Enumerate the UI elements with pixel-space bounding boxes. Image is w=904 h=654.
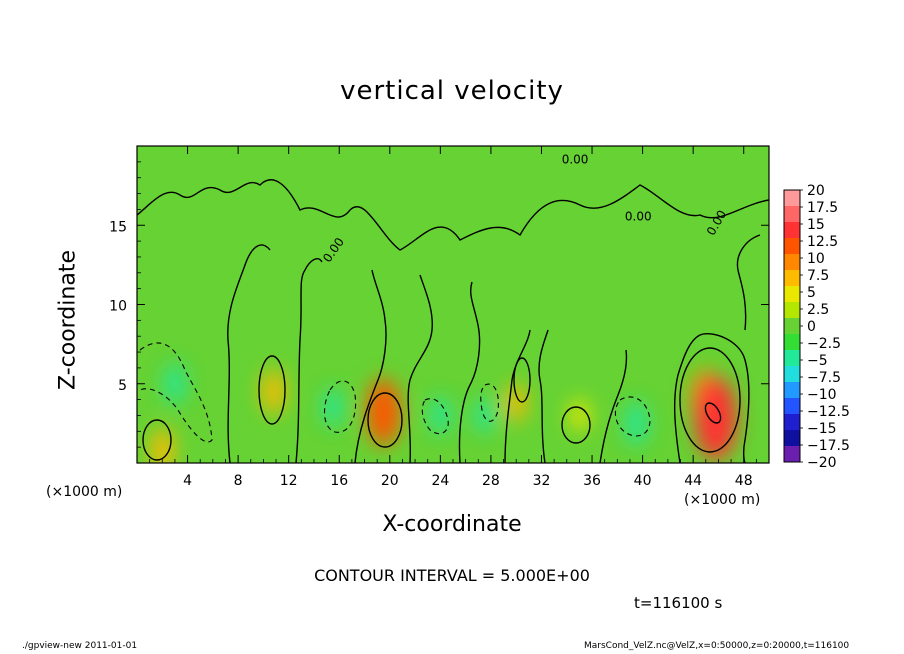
neg-contour-1 bbox=[139, 342, 213, 443]
x-tick-label-48: 48 bbox=[735, 473, 753, 489]
x-tick-label-20: 20 bbox=[381, 473, 399, 489]
zero-contour-plume-2 bbox=[295, 258, 323, 463]
colorbar: 2017.51512.5107.552.50−2.5−5−7.5−10−12.5… bbox=[783, 183, 850, 471]
x-tick-label-40: 40 bbox=[634, 473, 652, 489]
zero-contour-plume-3 bbox=[354, 269, 387, 463]
plot-area: 0.000.00 0.000.00 4 8 12 16 20 24 28 32 36 40 44 48 … bbox=[109, 145, 770, 489]
plot-background bbox=[137, 146, 769, 463]
x-unit-label-left: (×1000 m) bbox=[46, 484, 123, 500]
field-feature-6 bbox=[695, 377, 737, 461]
colorbar-swatch-16 bbox=[784, 430, 800, 447]
y-tick-label-5: 5 bbox=[118, 378, 127, 394]
colorbar-label-3: 15 bbox=[807, 217, 825, 233]
field-feature-9 bbox=[322, 388, 343, 427]
footer-right-text: MarsCond_VelZ.nc@VelZ,x=0:50000,z=0:2000… bbox=[584, 641, 850, 651]
neg-contour-5 bbox=[614, 396, 651, 437]
field-feature-11 bbox=[474, 397, 495, 434]
contour-loop-6 bbox=[704, 402, 722, 424]
colorbar-label-7: 5 bbox=[807, 285, 816, 301]
colorbar-label-12: −7.5 bbox=[807, 370, 841, 386]
contour-loop-2 bbox=[367, 392, 403, 448]
colorbar-swatch-9 bbox=[784, 318, 800, 335]
colorbar-swatch-13 bbox=[784, 382, 800, 399]
zero-contour-plume-4 bbox=[407, 274, 433, 463]
colorbar-label-6: 7.5 bbox=[807, 268, 829, 284]
colorbar-label-2: 17.5 bbox=[807, 200, 838, 216]
neg-contour-4 bbox=[480, 383, 499, 422]
colorbar-label-5: 10 bbox=[807, 251, 825, 267]
field-feature-4 bbox=[569, 399, 590, 432]
colorbar-swatch-1 bbox=[784, 190, 800, 207]
time-label: t=116100 s bbox=[634, 594, 723, 612]
zero-contour-plume-1 bbox=[227, 244, 271, 463]
colorbar-swatch-14 bbox=[784, 398, 800, 415]
footer-left-text: ./gpview-new 2011-01-01 bbox=[22, 641, 138, 651]
colorbar-label-1: 20 bbox=[807, 183, 825, 199]
x-tick-label-8: 8 bbox=[234, 473, 243, 489]
x-unit-label-right: (×1000 m) bbox=[684, 492, 761, 508]
contour-interval-text: CONTOUR INTERVAL = 5.000E+00 bbox=[314, 566, 590, 585]
contour-loop-1 bbox=[258, 355, 286, 425]
zero-contour-upper bbox=[137, 179, 769, 251]
colorbar-swatch-2 bbox=[784, 206, 800, 223]
colorbar-label-16: −17.5 bbox=[807, 438, 850, 454]
x-tick-label-32: 32 bbox=[533, 473, 551, 489]
colorbar-label-11: −5 bbox=[807, 353, 828, 369]
x-axis-label: X-coordinate bbox=[382, 512, 522, 537]
colorbar-label-13: −10 bbox=[807, 387, 837, 403]
y-tick-label-10: 10 bbox=[109, 299, 127, 315]
neg-contour-3 bbox=[421, 398, 449, 435]
colorbar-label-14: −12.5 bbox=[807, 404, 850, 420]
y-tick-label-15: 15 bbox=[109, 219, 127, 235]
colorbar-swatch-4 bbox=[784, 238, 800, 255]
field-feature-12 bbox=[625, 400, 648, 446]
colorbar-swatch-12 bbox=[784, 366, 800, 383]
colorbar-label-4: 12.5 bbox=[807, 234, 838, 250]
contour-loop-5 bbox=[679, 347, 741, 453]
x-tick-label-28: 28 bbox=[482, 473, 500, 489]
neg-contour-2 bbox=[324, 380, 357, 433]
contour-label-2: 0.00 bbox=[625, 209, 652, 223]
x-tick-label-24: 24 bbox=[431, 473, 449, 489]
colorbar-swatch-17 bbox=[784, 446, 800, 463]
x-tick-label-44: 44 bbox=[684, 473, 702, 489]
x-tick-label-36: 36 bbox=[583, 473, 601, 489]
colorbar-swatch-5 bbox=[784, 254, 800, 271]
zero-contour-plume-9 bbox=[673, 333, 750, 463]
colorbar-swatch-7 bbox=[784, 286, 800, 303]
contour-loop-7 bbox=[142, 419, 172, 461]
colorbar-label-15: −15 bbox=[807, 421, 837, 437]
colorbar-swatch-3 bbox=[784, 222, 800, 239]
zero-contour-plume-5 bbox=[458, 281, 481, 463]
colorbar-label-10: −2.5 bbox=[807, 336, 841, 352]
colorbar-swatch-6 bbox=[784, 270, 800, 287]
x-tick-label-16: 16 bbox=[330, 473, 348, 489]
colorbar-label-8: 2.5 bbox=[807, 302, 829, 318]
field-feature-8 bbox=[164, 362, 186, 405]
field-feature-10 bbox=[430, 396, 451, 435]
contour-loop-3 bbox=[513, 357, 531, 403]
chart-title: vertical velocity bbox=[340, 76, 564, 106]
contour-loop-4 bbox=[561, 406, 591, 444]
x-tick-label-4: 4 bbox=[183, 473, 192, 489]
colorbar-label-17: −20 bbox=[807, 455, 837, 471]
x-tick-label-12: 12 bbox=[280, 473, 298, 489]
colorbar-swatch-15 bbox=[784, 414, 800, 431]
field-feature-7 bbox=[151, 427, 174, 463]
zero-contour-plume-10 bbox=[736, 234, 761, 331]
zero-contour-plume-8 bbox=[599, 349, 628, 463]
colorbar-label-9: 0 bbox=[807, 319, 816, 335]
field-feature-1 bbox=[262, 369, 285, 415]
colorbar-swatch-10 bbox=[784, 334, 800, 351]
colorbar-swatch-8 bbox=[784, 302, 800, 319]
colorbar-swatch-11 bbox=[784, 350, 800, 367]
contour-label-1: 0.00 bbox=[562, 152, 589, 166]
zero-contour-plume-7 bbox=[538, 329, 549, 463]
zero-contour-plume-6 bbox=[504, 329, 531, 463]
